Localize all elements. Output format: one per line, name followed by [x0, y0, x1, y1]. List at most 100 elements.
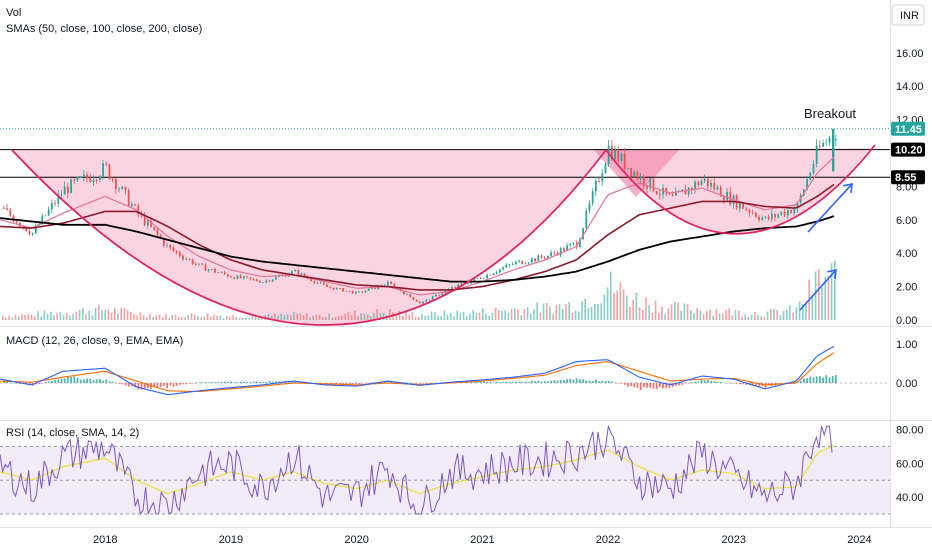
candle-body [742, 202, 744, 209]
volume-bar [398, 311, 401, 320]
macd-histogram-bar [662, 383, 664, 389]
macd-histogram-bar [806, 378, 808, 383]
volume-bar [270, 315, 273, 320]
candle-body [540, 255, 543, 258]
candle-body [620, 153, 623, 162]
volume-bar [142, 315, 145, 320]
candle-body [319, 282, 322, 284]
volume-bar [117, 313, 119, 320]
macd-histogram-bar [9, 382, 12, 384]
rsi-pane[interactable]: RSI (14, close, SMA, 14, 2) 80.00 60.00 40.… [0, 425, 924, 516]
candle-body [809, 172, 812, 180]
trend-arrow-price [807, 182, 853, 233]
main-pane[interactable]: Breakout Vol SMAs (50, close, 100, close… [0, 7, 890, 326]
macd-histogram-bar [652, 383, 655, 389]
volume-bar [520, 315, 522, 320]
candle-body [67, 186, 69, 194]
volume-bar [210, 316, 212, 320]
volume-bar [488, 315, 490, 320]
macd-histogram-bar [524, 381, 527, 383]
macd-histogram-bar [710, 380, 712, 383]
candle-body [537, 255, 540, 262]
candle-body [646, 186, 648, 189]
volume-bar [222, 318, 225, 320]
macd-histogram-bar [54, 380, 56, 383]
macd-label: MACD (12, 26, close, 9, EMA, EMA) [6, 335, 183, 347]
candle-body [211, 269, 213, 270]
volume-bar [725, 309, 727, 320]
volume-bar [75, 311, 78, 320]
volume-bar [373, 312, 375, 320]
macd-histogram-bar [819, 376, 821, 383]
macd-histogram-bar [351, 383, 354, 385]
price-badge: 8.55 [891, 170, 925, 185]
macd-histogram-bar [153, 383, 156, 388]
candle-body [684, 189, 687, 195]
macd-histogram-bar [182, 383, 184, 385]
macd-histogram-bar [140, 383, 143, 390]
volume-bar [814, 271, 817, 320]
volume-bar [706, 311, 708, 320]
candle-body [601, 173, 604, 182]
macd-histogram-bar [236, 382, 239, 383]
macd-histogram-bar [675, 383, 677, 386]
candle-body [175, 250, 178, 253]
macd-histogram-bar [713, 380, 716, 383]
arrow-head [843, 182, 853, 194]
volume-bar [91, 315, 94, 320]
volume-bar [827, 275, 830, 320]
candle-body [150, 220, 152, 227]
volume-bar [165, 313, 167, 320]
macd-histogram-bar [73, 376, 76, 383]
volume-bar [456, 310, 458, 320]
candle-body [12, 215, 15, 222]
price-tick-label: 16.00 [896, 48, 924, 60]
candle-body [95, 179, 98, 181]
time-tick-label: 2023 [722, 534, 746, 546]
macd-histogram-bar [227, 381, 229, 383]
sma-100-line [0, 183, 835, 291]
volume-bar [603, 294, 606, 320]
macd-histogram-bar [495, 381, 498, 383]
candle-body [668, 193, 671, 195]
time-axis[interactable]: 2018 2019 2020 2021 2022 2023 2024 [93, 534, 872, 546]
volume-bar [274, 313, 276, 320]
volume-bar [110, 312, 113, 320]
candle-body [486, 274, 488, 279]
volume-bar [558, 304, 561, 320]
macd-histogram-bar [175, 383, 178, 386]
volume-bar [475, 312, 478, 320]
volume-bar [258, 315, 260, 320]
volume-bar [155, 315, 158, 320]
candle-body [508, 264, 511, 266]
macd-histogram-bar [57, 379, 60, 383]
candle-body [31, 232, 34, 235]
macd-histogram-bar [668, 383, 671, 388]
volume-bar [171, 314, 174, 320]
macd-histogram-bar [265, 382, 268, 383]
volume-bar [766, 311, 769, 320]
candle-body [527, 262, 530, 264]
macd-histogram-bar [166, 383, 168, 389]
macd-histogram-bar [92, 380, 95, 383]
volume-bar [363, 313, 366, 320]
price-badge-bg [891, 121, 925, 136]
macd-histogram-bar [230, 381, 232, 383]
volume-bar [181, 317, 183, 320]
candle-body [403, 291, 405, 295]
volume-bar [782, 310, 785, 320]
volume-bar [146, 317, 148, 320]
candle-body [454, 287, 456, 289]
currency-badge[interactable]: INR [891, 4, 925, 26]
candle-body [25, 227, 28, 232]
volume-bar [792, 312, 794, 320]
candle-body [262, 282, 264, 283]
volume-bar [184, 317, 186, 320]
volume-bar [530, 313, 532, 320]
macd-pane[interactable]: MACD (12, 26, close, 9, EMA, EMA) 1.00 0.0… [0, 335, 917, 396]
candle-body [719, 187, 722, 197]
candle-body [57, 194, 60, 204]
currency-badge-frame[interactable] [891, 4, 925, 26]
